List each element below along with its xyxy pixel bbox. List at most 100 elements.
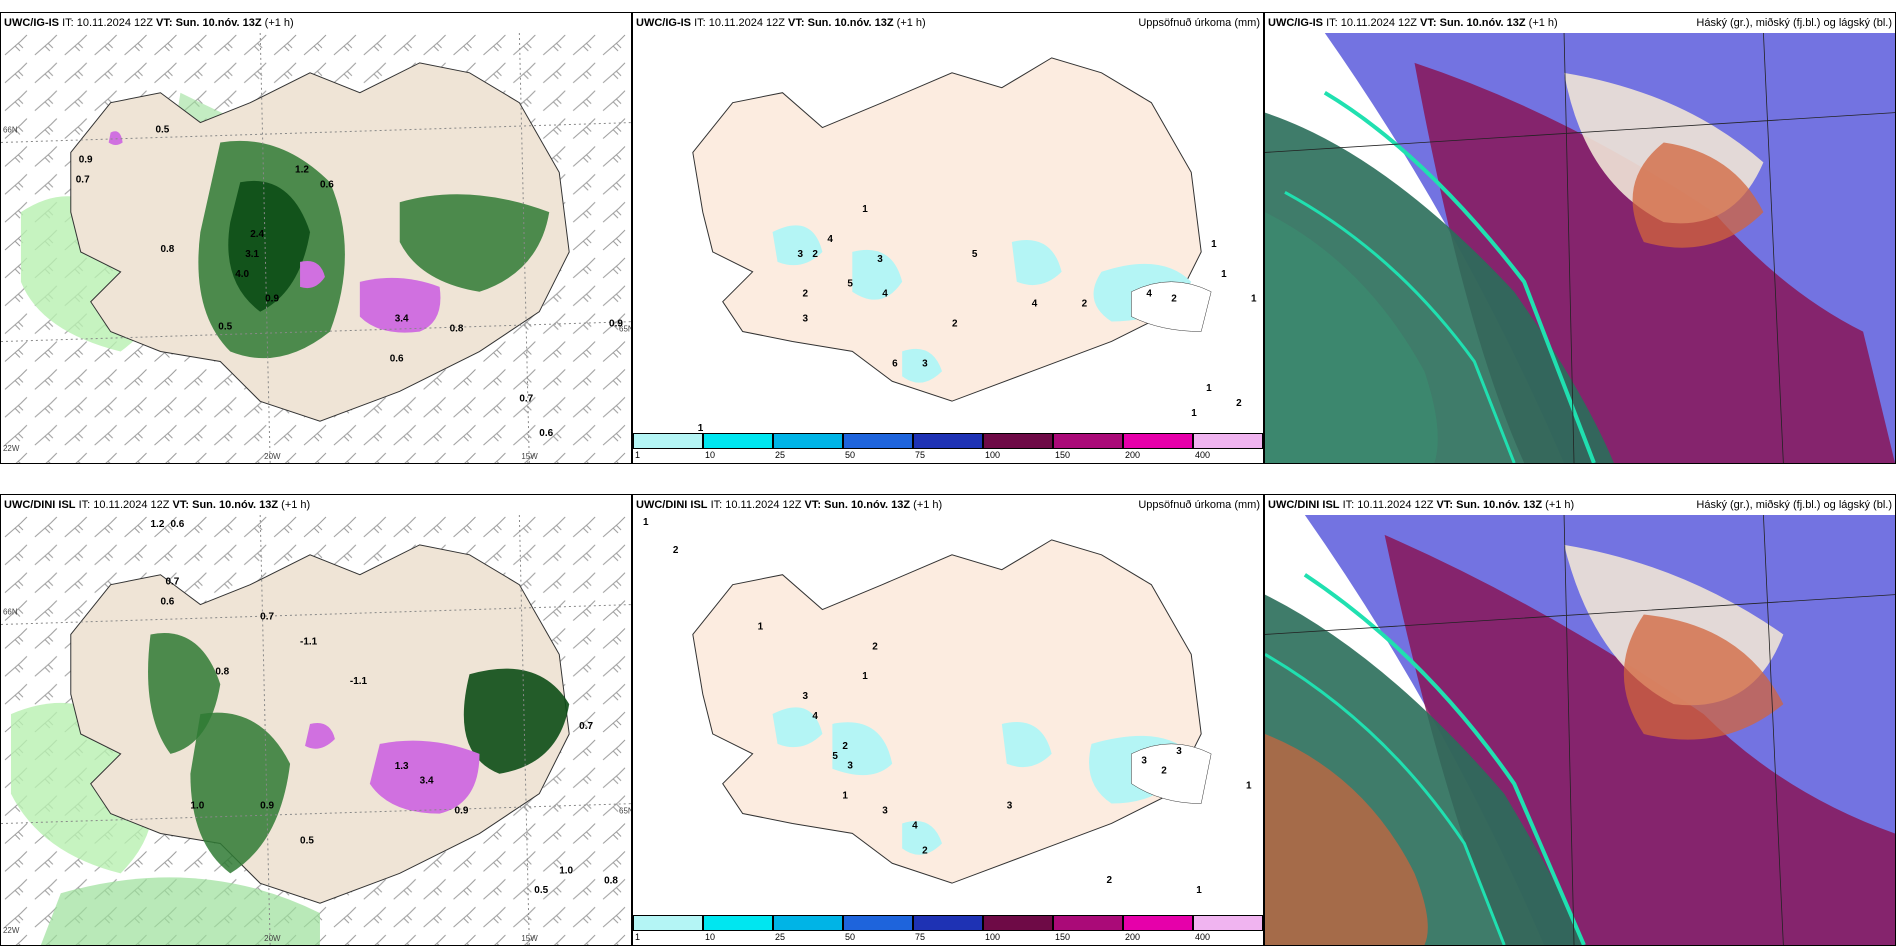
valid-time: Sun. 10.nóv. 13Z — [175, 17, 262, 29]
precip-map: 1 2 1 3 4 2 1 5 3 2 3 1 4 2 3 3 2 3 1 2 … — [633, 515, 1263, 915]
cloud-map — [1265, 33, 1895, 463]
model-name: UWC/IG-IS — [636, 17, 691, 29]
legend-swatch — [843, 433, 913, 449]
valid-time-label: VT: — [1436, 499, 1454, 511]
legend-swatch — [703, 433, 773, 449]
legend-tick: 150 — [1055, 932, 1071, 942]
value-label: 4 — [882, 289, 888, 300]
lat-label-65n: 65N — [619, 325, 631, 334]
value-label: 0.9 — [265, 294, 279, 305]
legend-tick: 200 — [1125, 450, 1141, 460]
iceland-land — [692, 57, 1202, 402]
legend-swatch — [633, 915, 703, 931]
value-label: 3 — [877, 254, 883, 265]
legend-swatch — [1123, 915, 1193, 931]
lead-time: (+1 h) — [1528, 17, 1558, 29]
legend-swatch — [773, 915, 843, 931]
legend-tick: 50 — [845, 932, 856, 942]
value-label: 0.9 — [455, 806, 469, 817]
value-label: 1.0 — [559, 865, 573, 876]
panel-header: UWC/IG-IS IT: 10.11.2024 12Z VT: Sun. 10… — [1265, 13, 1895, 33]
valid-time-label: VT: — [172, 499, 190, 511]
value-label: 0.7 — [76, 174, 90, 185]
value-label: 0.6 — [170, 519, 184, 530]
precip-title: Uppsöfnuð úrkoma (mm) — [1138, 499, 1260, 511]
valid-time: Sun. 10.nóv. 13Z — [1439, 17, 1526, 29]
valid-time-label: VT: — [1420, 17, 1437, 29]
value-label: 0.8 — [160, 244, 174, 255]
value-label: 5 — [832, 751, 838, 762]
legend-tick: 400 — [1195, 450, 1211, 460]
lat-label-66n: 66N — [3, 126, 18, 135]
legend-swatch — [773, 433, 843, 449]
legend-swatch — [1193, 915, 1263, 931]
legend-tick: 75 — [915, 932, 926, 942]
legend-swatch — [983, 433, 1053, 449]
value-label: 1 — [1196, 885, 1202, 896]
panel-header: UWC/DINI ISL IT: 10.11.2024 12Z VT: Sun.… — [1265, 495, 1895, 515]
legend-swatch — [913, 433, 983, 449]
init-time: IT: 10.11.2024 12Z — [1342, 499, 1434, 511]
model-name: UWC/DINI ISL — [4, 499, 76, 511]
value-label: 1.2 — [151, 519, 165, 530]
value-label: 3 — [1007, 801, 1013, 812]
value-label: 1 — [1206, 383, 1212, 394]
value-label: 1 — [698, 423, 704, 433]
value-label: 0.8 — [450, 324, 464, 335]
legend-tick: 100 — [985, 932, 1001, 942]
value-label: 1 — [1221, 269, 1227, 280]
cloud-title: Háský (gr.), miðský (fj.bl.) og lágský (… — [1696, 499, 1892, 511]
value-label: 0.6 — [390, 353, 404, 364]
legend-tick: 25 — [775, 450, 786, 460]
value-label: -1.1 — [350, 676, 368, 687]
legend-tick: 50 — [845, 450, 856, 460]
value-label: 0.9 — [609, 319, 623, 330]
cloud-map — [1265, 515, 1895, 945]
value-label: 0.5 — [218, 322, 232, 333]
value-label: 0.7 — [579, 721, 593, 732]
value-label: 0.6 — [160, 597, 174, 608]
value-label: 3 — [797, 249, 803, 260]
valid-time: Sun. 10.nóv. 13Z — [1456, 499, 1543, 511]
value-label: 0.9 — [79, 154, 93, 165]
legend-tick: 1 — [635, 932, 641, 942]
init-time: IT: 10.11.2024 12Z — [694, 17, 785, 29]
init-time: IT: 10.11.2024 12Z — [62, 17, 153, 29]
panel-header: UWC/IG-IS IT: 10.11.2024 12Z VT: Sun. 10… — [1, 13, 631, 33]
model-name: UWC/DINI ISL — [1268, 499, 1340, 511]
value-label: 1 — [1211, 239, 1217, 250]
value-label: 4 — [1032, 299, 1038, 310]
value-label: -1.1 — [300, 636, 318, 647]
value-label: 1 — [1246, 781, 1252, 792]
legend-swatch — [633, 433, 703, 449]
lead-time: (+1 h) — [913, 499, 943, 511]
legend-swatch — [1123, 433, 1193, 449]
precip-panel-top: UWC/IG-IS IT: 10.11.2024 12Z VT: Sun. 10… — [632, 12, 1264, 464]
value-label: 3 — [802, 314, 808, 325]
value-label: 2 — [842, 741, 848, 752]
value-label: 2.4 — [250, 229, 264, 240]
value-label: 2 — [1171, 294, 1177, 305]
precip-legend: 1 10 25 50 75 100 150 200 400 — [633, 433, 1263, 463]
value-label: 0.7 — [519, 393, 533, 404]
value-label: 2 — [922, 845, 928, 856]
wind-map: 20W 15W 66N 65N 22W 1.2 0.6 0.7 0.6 0.7 … — [1, 515, 631, 945]
value-label: 3 — [1141, 756, 1147, 767]
model-name: UWC/DINI ISL — [636, 499, 708, 511]
value-label: 2 — [1236, 398, 1242, 409]
lon-label-15w: 15W — [521, 452, 538, 461]
value-label: 0.8 — [604, 875, 618, 886]
legend-tick: 1 — [635, 450, 641, 460]
value-label: 0.9 — [260, 801, 274, 812]
precip-legend: 1 10 25 50 75 100 150 200 400 — [633, 915, 1263, 945]
precip-title: Uppsöfnuð úrkoma (mm) — [1138, 17, 1260, 29]
legend-tick: 75 — [915, 450, 926, 460]
value-label: 3 — [1176, 746, 1182, 757]
value-label: 4.0 — [235, 269, 249, 280]
valid-time: Sun. 10.nóv. 13Z — [192, 499, 279, 511]
model-name: UWC/IG-IS — [4, 17, 59, 29]
legend-tick: 10 — [705, 450, 716, 460]
value-label: 2 — [872, 641, 878, 652]
legend-swatch — [913, 915, 983, 931]
value-label: 3.4 — [395, 314, 409, 325]
